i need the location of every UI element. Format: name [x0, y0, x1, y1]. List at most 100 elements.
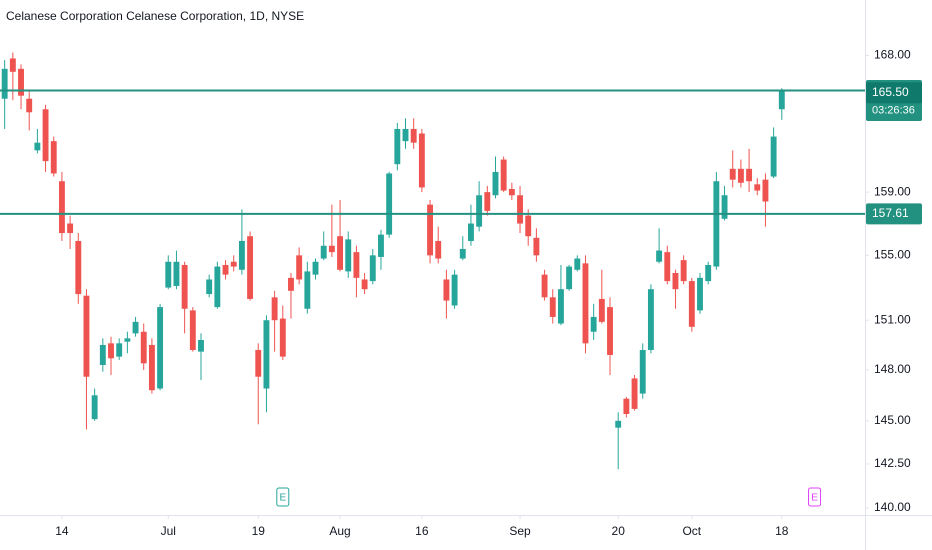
- y-tick-label: 148.00: [874, 362, 911, 376]
- event-marker: [808, 487, 822, 507]
- candle-body: [75, 240, 82, 295]
- candle-body: [214, 266, 221, 308]
- x-tick-label: Jul: [161, 524, 176, 538]
- candle-body: [574, 258, 581, 270]
- candle-body: [99, 344, 106, 365]
- candle-body: [165, 261, 172, 288]
- candle-body: [361, 279, 368, 290]
- candle-body: [312, 261, 319, 275]
- candle-body: [549, 297, 556, 317]
- candle-body: [206, 279, 213, 295]
- candle-body: [508, 189, 515, 196]
- event-label: E: [811, 493, 818, 504]
- candle-body: [459, 248, 466, 259]
- price-line-label: 157.61: [872, 206, 909, 220]
- chart-title: Celanese Corporation Celanese Corporatio…: [6, 9, 304, 23]
- candle-body: [173, 261, 180, 286]
- candle-body: [418, 133, 425, 188]
- event-label: E: [279, 493, 286, 504]
- candle-body: [394, 128, 401, 165]
- candle-body: [296, 255, 303, 280]
- candle-body: [108, 343, 114, 359]
- candle-body: [271, 297, 278, 321]
- candle-body: [484, 192, 491, 211]
- candle-body: [353, 252, 360, 278]
- candle-body: [124, 338, 131, 342]
- candle-body: [737, 168, 744, 183]
- countdown: 03:26:36: [872, 104, 915, 116]
- candle-body: [67, 223, 74, 234]
- candle-body: [157, 307, 164, 389]
- candle-body: [778, 90, 785, 110]
- candle-body: [288, 277, 294, 291]
- candle-body: [222, 264, 229, 275]
- candle-body: [680, 260, 687, 282]
- candle-body: [713, 181, 720, 267]
- candle-body: [729, 168, 736, 180]
- y-tick-label: 168.00: [874, 48, 911, 62]
- candle-body: [451, 274, 458, 306]
- candle-body: [500, 159, 507, 191]
- price-label: 165.50: [872, 85, 909, 99]
- x-tick-label: 14: [55, 524, 69, 538]
- candle-body: [337, 236, 344, 270]
- candle-body: [598, 298, 605, 322]
- candle-body: [435, 240, 442, 259]
- candle-body: [304, 271, 311, 309]
- candle-body: [279, 318, 286, 357]
- candle-body: [189, 310, 196, 350]
- candle-body: [517, 195, 523, 224]
- candle-body: [91, 395, 98, 420]
- candle-body: [541, 274, 548, 298]
- price-label-box: [866, 82, 922, 104]
- x-tick-label: 18: [775, 524, 789, 538]
- candle-body: [615, 420, 622, 428]
- candle-body: [590, 316, 597, 332]
- candle-body: [746, 168, 753, 182]
- candle-body: [443, 279, 450, 301]
- candle-body: [26, 98, 33, 113]
- candle-body: [238, 240, 245, 270]
- candle-body: [664, 252, 671, 282]
- candle-body: [533, 237, 540, 256]
- candle-body: [762, 179, 769, 202]
- candle-body: [263, 320, 270, 389]
- candle-body: [58, 181, 65, 234]
- candle-body: [148, 344, 155, 391]
- candle-body: [427, 204, 433, 256]
- event-marker: [276, 487, 290, 507]
- candle-body: [697, 277, 703, 311]
- y-tick-label: 140.00: [874, 500, 911, 514]
- candle-body: [50, 141, 57, 174]
- candle-body: [476, 195, 483, 227]
- candle-body: [369, 255, 376, 282]
- y-tick-label: 142.50: [874, 456, 911, 470]
- x-tick-label: Oct: [682, 524, 701, 538]
- candle-body: [34, 142, 41, 151]
- x-tick-label: Aug: [329, 524, 350, 538]
- candle-body: [83, 295, 90, 377]
- candle-body: [672, 273, 679, 290]
- x-tick-label: 19: [252, 524, 266, 538]
- candle-body: [18, 68, 24, 96]
- candle-body: [378, 234, 384, 257]
- candle-body: [132, 321, 139, 334]
- x-tick-label: 20: [612, 524, 626, 538]
- candle-body: [647, 289, 654, 350]
- candle-body: [492, 171, 499, 196]
- y-tick-label: 159.00: [874, 184, 911, 198]
- candle-body: [410, 128, 417, 143]
- candle-body: [320, 245, 327, 259]
- candle-body: [181, 264, 188, 309]
- candle-body: [116, 343, 123, 357]
- price-line-label-box: [866, 203, 922, 225]
- candle-body: [42, 109, 49, 162]
- candle-body: [468, 223, 474, 241]
- candle-body: [345, 239, 352, 272]
- candle-body: [566, 266, 573, 290]
- y-tick-label: 145.00: [874, 413, 911, 427]
- y-tick-label: 155.00: [874, 248, 911, 262]
- candle-body: [1, 68, 8, 99]
- candle-body: [247, 236, 254, 299]
